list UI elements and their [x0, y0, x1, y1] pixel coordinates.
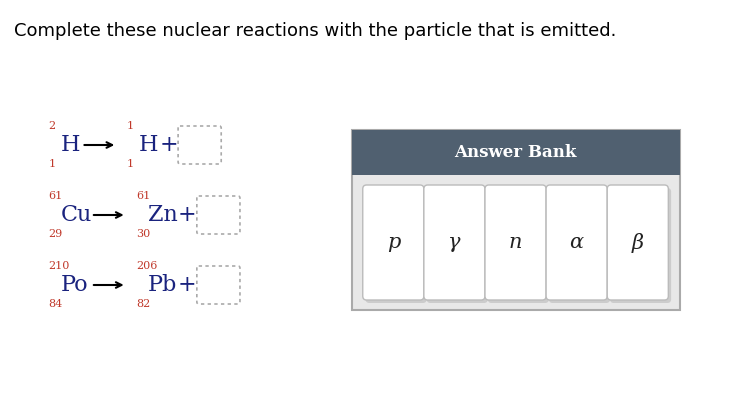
Text: 84: 84 [48, 299, 63, 309]
Text: +: + [159, 134, 178, 156]
Text: Complete these nuclear reactions with the particle that is emitted.: Complete these nuclear reactions with th… [14, 22, 616, 40]
Text: Pb: Pb [148, 274, 177, 296]
Text: Answer Bank: Answer Bank [454, 144, 577, 161]
FancyBboxPatch shape [487, 188, 549, 303]
FancyBboxPatch shape [352, 130, 679, 175]
Text: 61: 61 [48, 191, 63, 201]
Text: Po: Po [61, 274, 89, 296]
Text: 30: 30 [136, 229, 150, 239]
FancyBboxPatch shape [549, 188, 610, 303]
Text: Zn: Zn [148, 204, 178, 226]
Text: 61: 61 [136, 191, 150, 201]
Text: γ: γ [448, 233, 460, 252]
Text: 206: 206 [136, 261, 158, 271]
Text: 1: 1 [127, 159, 133, 169]
Text: n: n [509, 233, 523, 252]
Text: H: H [61, 134, 81, 156]
Text: 2: 2 [48, 121, 56, 131]
Text: +: + [178, 204, 196, 226]
Text: α: α [570, 233, 583, 252]
FancyBboxPatch shape [352, 130, 679, 310]
FancyBboxPatch shape [607, 185, 668, 300]
FancyBboxPatch shape [197, 196, 240, 234]
Text: 210: 210 [48, 261, 70, 271]
FancyBboxPatch shape [427, 188, 487, 303]
FancyBboxPatch shape [546, 185, 607, 300]
FancyBboxPatch shape [366, 188, 427, 303]
Text: 1: 1 [48, 159, 56, 169]
FancyBboxPatch shape [197, 266, 240, 304]
Text: p: p [386, 233, 400, 252]
FancyBboxPatch shape [485, 185, 546, 300]
FancyBboxPatch shape [610, 188, 671, 303]
Text: 29: 29 [48, 229, 63, 239]
FancyBboxPatch shape [363, 185, 424, 300]
Text: β: β [632, 233, 644, 252]
FancyBboxPatch shape [424, 185, 485, 300]
FancyBboxPatch shape [178, 126, 221, 164]
Text: 1: 1 [127, 121, 133, 131]
Text: +: + [178, 274, 196, 296]
Text: H: H [139, 134, 158, 156]
Text: Cu: Cu [61, 204, 92, 226]
Text: 82: 82 [136, 299, 150, 309]
